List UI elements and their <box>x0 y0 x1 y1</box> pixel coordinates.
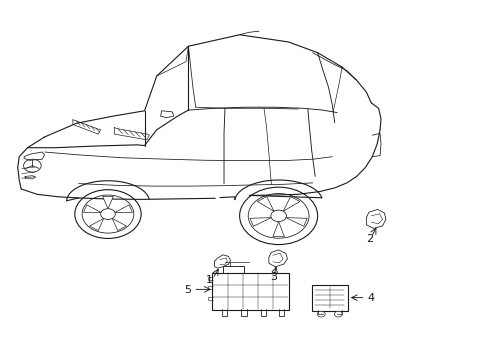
FancyBboxPatch shape <box>311 285 347 311</box>
Circle shape <box>101 209 115 220</box>
Circle shape <box>270 210 286 222</box>
FancyBboxPatch shape <box>211 273 289 310</box>
Polygon shape <box>115 205 132 212</box>
Polygon shape <box>272 222 284 237</box>
Polygon shape <box>89 219 103 231</box>
Circle shape <box>317 311 325 317</box>
Text: 3: 3 <box>270 273 277 282</box>
Text: 2: 2 <box>366 234 373 244</box>
Text: 1: 1 <box>205 275 212 285</box>
Text: 4: 4 <box>366 293 374 303</box>
Polygon shape <box>20 37 380 198</box>
Polygon shape <box>257 197 273 211</box>
Polygon shape <box>112 219 126 231</box>
Polygon shape <box>83 205 101 212</box>
Circle shape <box>75 190 141 238</box>
Polygon shape <box>24 152 44 160</box>
Polygon shape <box>283 197 299 211</box>
Polygon shape <box>214 255 230 268</box>
Polygon shape <box>249 218 271 226</box>
Text: 5: 5 <box>184 285 191 295</box>
Polygon shape <box>366 210 385 228</box>
Polygon shape <box>268 250 287 267</box>
Circle shape <box>334 311 342 317</box>
Polygon shape <box>160 111 173 118</box>
Polygon shape <box>285 218 306 226</box>
Polygon shape <box>102 197 113 209</box>
Circle shape <box>239 187 317 244</box>
